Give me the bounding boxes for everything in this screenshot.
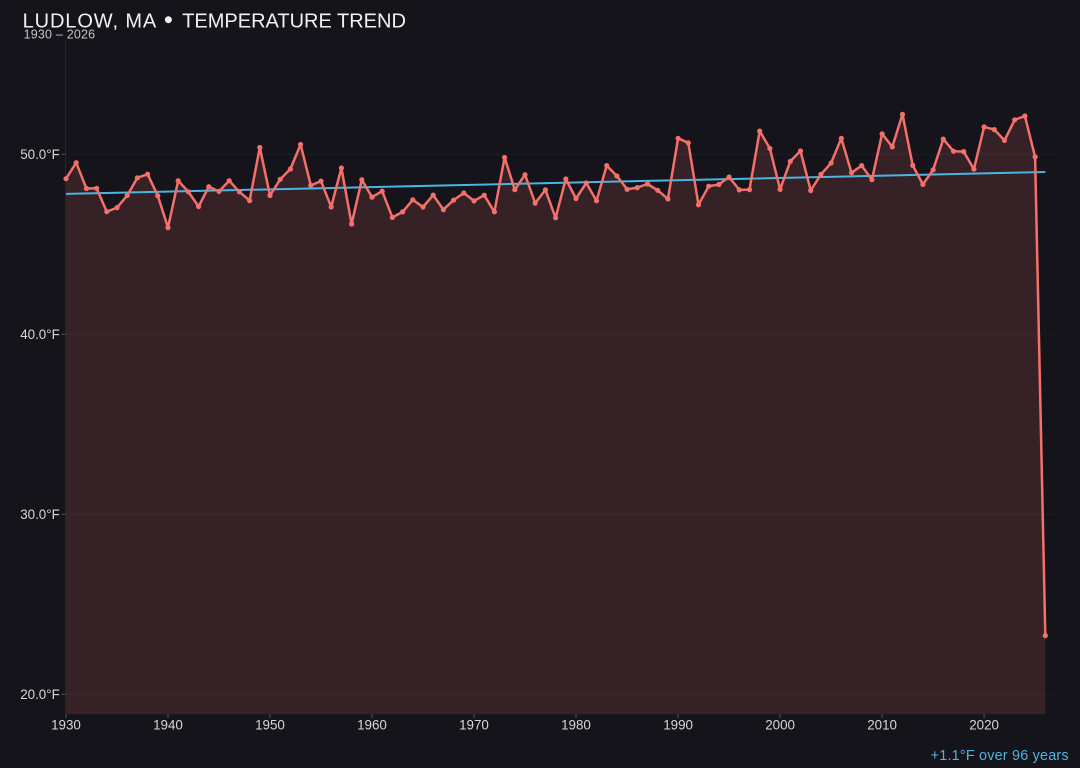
svg-text:TEMPERATURE TREND: TEMPERATURE TREND <box>182 11 406 33</box>
svg-text:1930 – 2026: 1930 – 2026 <box>24 28 96 42</box>
svg-text:1960: 1960 <box>357 718 387 733</box>
svg-text:1930: 1930 <box>51 718 81 733</box>
svg-text:2010: 2010 <box>867 718 897 733</box>
svg-text:1940: 1940 <box>153 718 183 733</box>
svg-text:40.0°F: 40.0°F <box>20 327 60 342</box>
svg-text:+1.1°F over 96 years: +1.1°F over 96 years <box>931 748 1069 764</box>
svg-text:50.0°F: 50.0°F <box>20 147 60 162</box>
svg-text:1970: 1970 <box>459 718 489 733</box>
svg-text:30.0°F: 30.0°F <box>20 507 60 522</box>
svg-text:20.0°F: 20.0°F <box>20 687 60 702</box>
svg-text:1950: 1950 <box>255 718 285 733</box>
svg-text:1990: 1990 <box>663 718 693 733</box>
svg-text:2000: 2000 <box>765 718 795 733</box>
svg-text:LUDLOW, MA: LUDLOW, MA <box>23 11 158 33</box>
svg-text:2020: 2020 <box>969 718 999 733</box>
svg-text:1980: 1980 <box>561 718 591 733</box>
